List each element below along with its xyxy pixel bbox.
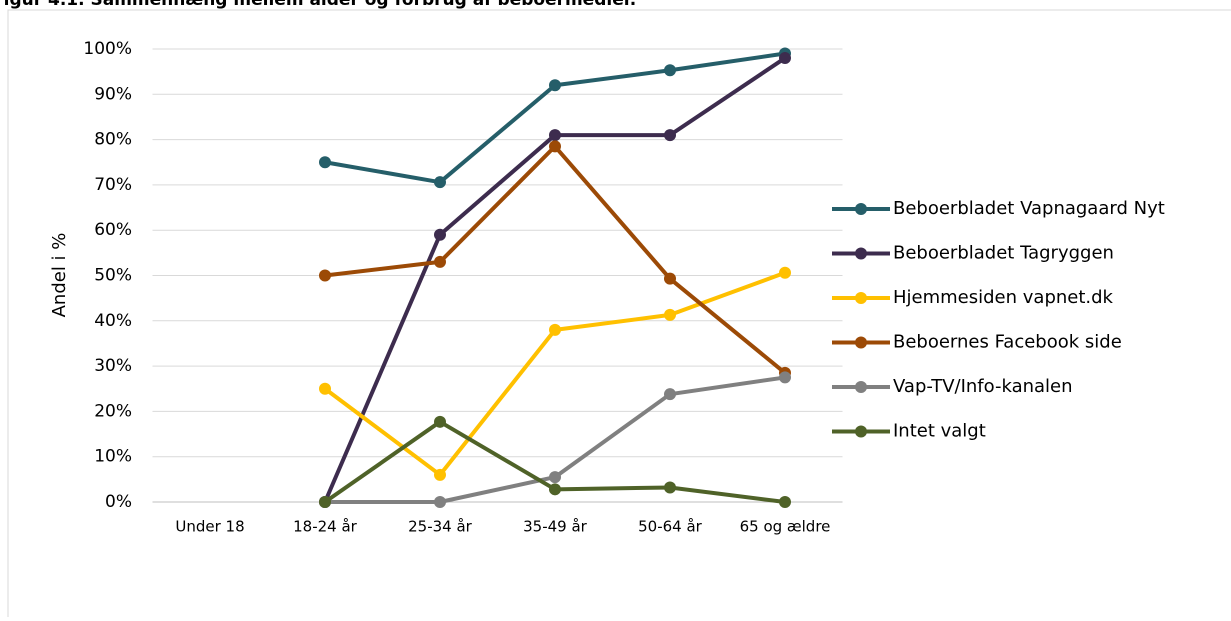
y-tick-label: 80% (94, 130, 132, 150)
y-tick-label: 60% (94, 220, 132, 240)
data-point (779, 496, 791, 508)
legend-label: Beboerbladet Vapnagaard Nyt (893, 198, 1165, 219)
y-axis-label: Andel i % (49, 233, 70, 318)
data-point (664, 388, 676, 401)
data-point (664, 64, 676, 77)
legend-label: Hjemmesiden vapnet.dk (893, 287, 1114, 308)
data-point (319, 496, 331, 508)
data-point (779, 266, 791, 279)
legend-label: Beboerbladet Tagryggen (893, 243, 1114, 264)
data-point (319, 156, 331, 169)
legend-label: Beboernes Facebook side (893, 332, 1122, 353)
x-tick-label: 65 og ældre (740, 518, 831, 536)
data-point (779, 371, 791, 384)
data-point (434, 468, 446, 481)
data-point (434, 176, 446, 189)
chart-title: Figur 4.1. Sammenhæng mellem alder og fo… (0, 0, 636, 10)
data-point (549, 483, 561, 496)
data-point (434, 228, 446, 241)
legend-marker (855, 203, 867, 215)
legend-marker (855, 425, 867, 438)
legend-marker (855, 381, 867, 393)
data-point (779, 52, 791, 65)
legend-label: Intet valgt (893, 421, 986, 442)
data-point (434, 255, 446, 268)
y-tick-label: 70% (94, 175, 132, 195)
y-tick-label: 90% (94, 84, 132, 104)
data-point (549, 471, 561, 484)
data-point (434, 496, 446, 508)
legend-marker (855, 247, 867, 260)
data-point (319, 269, 331, 282)
data-point (549, 129, 561, 142)
y-tick-label: 100% (83, 39, 132, 59)
data-point (549, 140, 561, 153)
legend-marker (855, 292, 867, 304)
data-point (319, 382, 331, 395)
data-point (434, 415, 446, 428)
legend-label: Vap-TV/Info-kanalen (893, 376, 1073, 397)
x-tick-label: 35-49 år (523, 518, 588, 536)
data-point (549, 79, 561, 92)
data-point (664, 129, 676, 142)
x-tick-label: 18-24 år (293, 518, 358, 536)
data-point (664, 272, 676, 285)
x-tick-label: 25-34 år (408, 518, 473, 536)
y-tick-label: 30% (94, 356, 132, 376)
y-tick-label: 40% (94, 311, 132, 331)
data-point (664, 481, 676, 494)
x-tick-label: Under 18 (175, 518, 244, 536)
y-tick-label: 10% (94, 447, 132, 467)
legend-marker (855, 336, 867, 349)
y-tick-label: 0% (105, 492, 132, 512)
data-point (664, 308, 676, 321)
x-tick-label: 50-64 år (638, 518, 703, 536)
data-point (549, 323, 561, 336)
y-tick-label: 20% (94, 401, 132, 421)
y-tick-label: 50% (94, 266, 132, 286)
chart-frame (7, 9, 1231, 621)
